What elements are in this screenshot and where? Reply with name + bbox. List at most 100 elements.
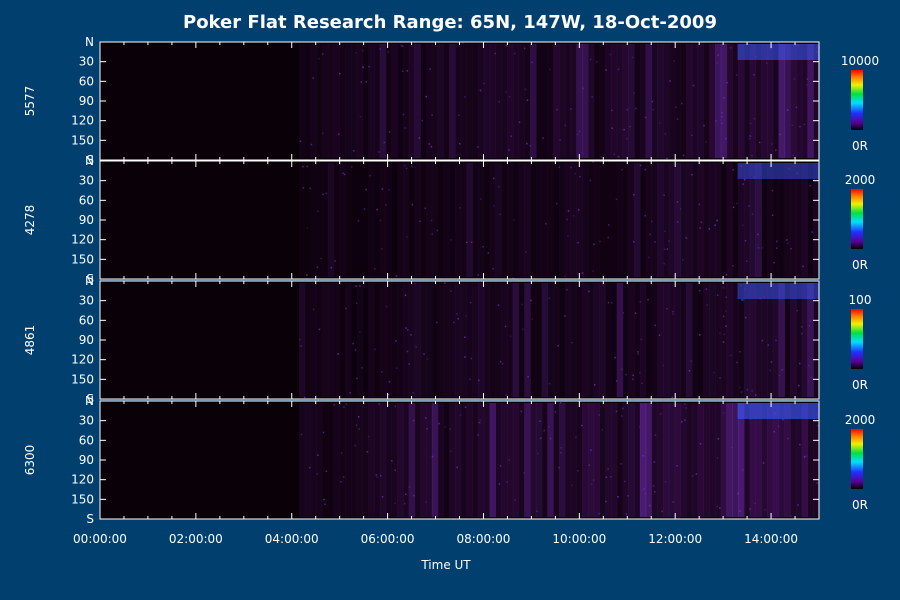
emission-strip [645, 163, 653, 277]
emission-strip [541, 283, 549, 397]
noise-speck [408, 363, 410, 365]
noise-speck [644, 116, 647, 119]
emission-strip [616, 163, 624, 277]
emission-strip [599, 403, 606, 517]
panel-image [100, 401, 819, 519]
emission-strip [483, 44, 491, 158]
emission-strip [662, 44, 670, 158]
noise-speck [310, 143, 313, 146]
y-tick-label: N [85, 35, 94, 49]
noise-speck [466, 241, 468, 244]
emission-strip [714, 403, 722, 517]
emission-strip [720, 283, 728, 397]
noise-speck [648, 256, 650, 258]
panel-label: 6300 [23, 445, 37, 476]
noise-speck [751, 390, 753, 392]
emission-strip [674, 163, 681, 277]
colorbar-max: 2000 [845, 173, 876, 187]
noise-speck [571, 484, 573, 487]
emission-strip [662, 283, 670, 397]
emission-strip [582, 283, 589, 397]
emission-strip [703, 403, 710, 517]
emission-strip [449, 283, 456, 397]
noise-speck [405, 167, 408, 170]
noise-speck [791, 124, 794, 127]
noise-speck [778, 374, 781, 377]
emission-strip [547, 163, 554, 277]
noise-speck [676, 221, 679, 223]
emission-strip [304, 163, 312, 277]
emission-strip [726, 283, 733, 397]
noise-speck [775, 149, 777, 151]
noise-speck [317, 454, 319, 456]
noise-speck [642, 454, 645, 457]
emission-strip [616, 403, 624, 517]
noise-speck [464, 406, 467, 408]
noise-speck [639, 301, 642, 303]
emission-strip [587, 44, 595, 158]
emission-strip [310, 44, 317, 158]
emission-strip [345, 44, 352, 158]
noise-speck [681, 421, 683, 423]
noise-speck [449, 428, 452, 430]
noise-speck [705, 141, 707, 143]
noise-speck [425, 501, 427, 503]
emission-strip [449, 163, 456, 277]
noise-speck [742, 469, 744, 471]
emission-strip [350, 403, 358, 517]
noise-speck [479, 419, 481, 421]
noise-speck [817, 424, 819, 427]
noise-speck [572, 214, 575, 217]
noise-speck [735, 74, 738, 76]
noise-speck [749, 508, 751, 510]
noise-speck [536, 452, 539, 455]
emission-strip [368, 163, 375, 277]
noise-speck [615, 410, 618, 413]
noise-speck [394, 405, 397, 408]
emission-strip [466, 403, 473, 517]
emission-strip [691, 163, 699, 277]
panel-image [100, 161, 819, 279]
y-tick-label: 60 [79, 74, 94, 88]
emission-strip [431, 403, 439, 517]
x-tick-label: 14:00:00 [744, 532, 798, 546]
noise-speck [355, 302, 358, 304]
noise-speck [635, 107, 637, 110]
emission-strip [645, 44, 653, 158]
emission-strip [674, 44, 681, 158]
noise-speck [742, 183, 744, 185]
noise-speck [508, 95, 511, 98]
noise-speck [349, 391, 351, 394]
noise-speck [501, 362, 504, 365]
noise-speck [643, 488, 645, 490]
emission-strip [587, 403, 595, 517]
noise-speck [549, 437, 552, 440]
emission-strip [570, 163, 577, 277]
noise-speck [322, 193, 324, 196]
emission-strip [298, 283, 306, 397]
noise-speck [469, 301, 472, 304]
emission-strip [524, 163, 531, 277]
emission-strip [466, 163, 473, 277]
emission-strip [356, 44, 364, 158]
emission-strip [431, 163, 439, 277]
noise-speck [429, 68, 431, 70]
noise-speck [672, 501, 674, 503]
emission-strip [668, 403, 676, 517]
emission-strip [339, 283, 346, 397]
emission-strip [576, 403, 583, 517]
noise-speck [343, 406, 345, 408]
colorbar-min: 0R [852, 378, 868, 392]
noise-speck [716, 62, 718, 64]
noise-speck [559, 402, 562, 404]
noise-speck [809, 184, 812, 187]
emission-strip [374, 163, 381, 277]
emission-strip [807, 44, 814, 158]
emission-strip [553, 163, 560, 277]
noise-speck [342, 476, 345, 478]
noise-speck [411, 203, 414, 206]
noise-speck [359, 115, 362, 118]
noise-speck [749, 137, 751, 140]
noise-speck [673, 60, 675, 62]
emission-strip [316, 44, 323, 158]
